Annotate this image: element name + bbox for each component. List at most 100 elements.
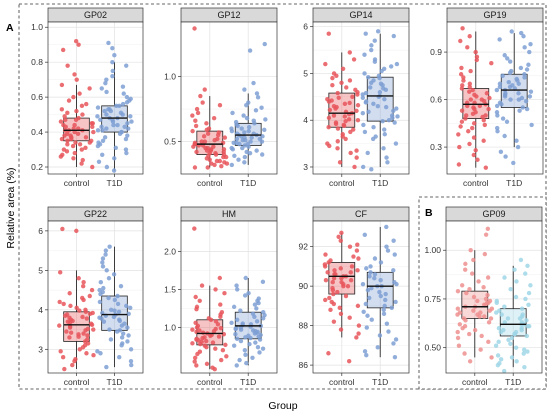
data-point [471,294,477,300]
data-point [119,323,125,328]
data-point [502,133,507,139]
data-point [465,45,470,50]
data-point [518,65,524,71]
data-point [481,117,486,123]
data-point [460,325,465,331]
data-point [394,106,399,111]
data-point [99,86,104,91]
data-point [363,301,369,307]
panel-border [312,21,410,175]
data-point [391,268,396,273]
data-point [391,238,396,243]
data-point [217,158,223,164]
data-point [242,348,248,353]
data-point [524,106,530,112]
data-point [468,97,474,102]
data-point [391,108,396,114]
data-point [332,272,337,277]
data-point [516,91,521,96]
data-point [475,157,480,162]
data-point [337,160,343,165]
data-point [459,65,464,71]
data-point [74,108,79,114]
data-point [242,87,247,92]
data-point [325,270,330,275]
data-point [470,87,475,93]
data-point [263,117,268,122]
data-point [519,30,524,36]
data-point [326,99,332,104]
data-point [385,248,391,253]
data-point [125,133,130,138]
data-point [62,133,67,138]
data-point [384,155,389,160]
data-point [520,105,526,110]
data-point [68,303,73,309]
data-point [482,251,488,257]
data-point [473,49,478,55]
data-point [205,165,210,170]
data-point [516,97,522,102]
data-point [107,327,112,332]
data-point [72,72,77,77]
data-point [246,144,251,149]
data-point [218,302,223,307]
data-point [68,330,74,335]
data-point [338,266,343,271]
data-point [335,90,340,96]
panel-gp19: GP19 0.3 0.6 0.9 control T1D [430,7,544,188]
data-point [382,96,387,102]
data-point [100,152,105,157]
data-point [527,324,532,329]
data-point [473,148,478,153]
y-tick-label: 3 [303,162,308,172]
data-point [509,335,515,341]
data-point [204,121,209,126]
data-point [194,363,199,368]
data-point [364,353,369,358]
data-point [466,129,471,134]
data-point [102,135,108,140]
data-point [362,232,367,238]
data-point [471,135,477,140]
data-point [519,306,525,311]
data-point [333,106,338,111]
data-point [81,297,86,303]
data-point [110,119,116,124]
data-point [255,344,261,350]
data-point [481,302,487,307]
data-point [527,49,532,55]
data-point [471,121,477,126]
data-point [124,150,129,156]
data-point [362,71,367,76]
data-point [95,143,101,149]
data-point [192,226,197,231]
data-point [125,325,130,330]
data-point [260,346,266,351]
data-point [455,288,461,294]
data-point [395,114,400,119]
data-point [252,314,257,319]
data-point [463,267,468,272]
data-point [99,124,104,130]
data-point [499,102,504,107]
data-point [192,26,197,31]
data-point [461,75,466,80]
data-point [522,72,527,77]
data-point [108,337,114,342]
y-tick-label: 0.75 [424,294,441,304]
data-point [471,152,477,158]
data-point [65,63,70,68]
facet-panels: GP02 0.2 0.4 0.6 0.8 1.0 control T1D GP12 0.5 1.0 c… [31,7,544,387]
data-point [246,128,251,134]
panel-hm: HM 1.0 1.5 2.0 control T1D [164,206,278,387]
data-point [95,114,100,119]
data-point [499,312,504,317]
data-point [367,274,372,279]
data-point [110,46,115,51]
data-point [194,106,200,112]
panel-gp12: GP12 0.5 1.0 control T1D [164,7,278,188]
data-point [212,367,217,372]
panel-border [180,220,278,374]
data-point [247,48,253,53]
